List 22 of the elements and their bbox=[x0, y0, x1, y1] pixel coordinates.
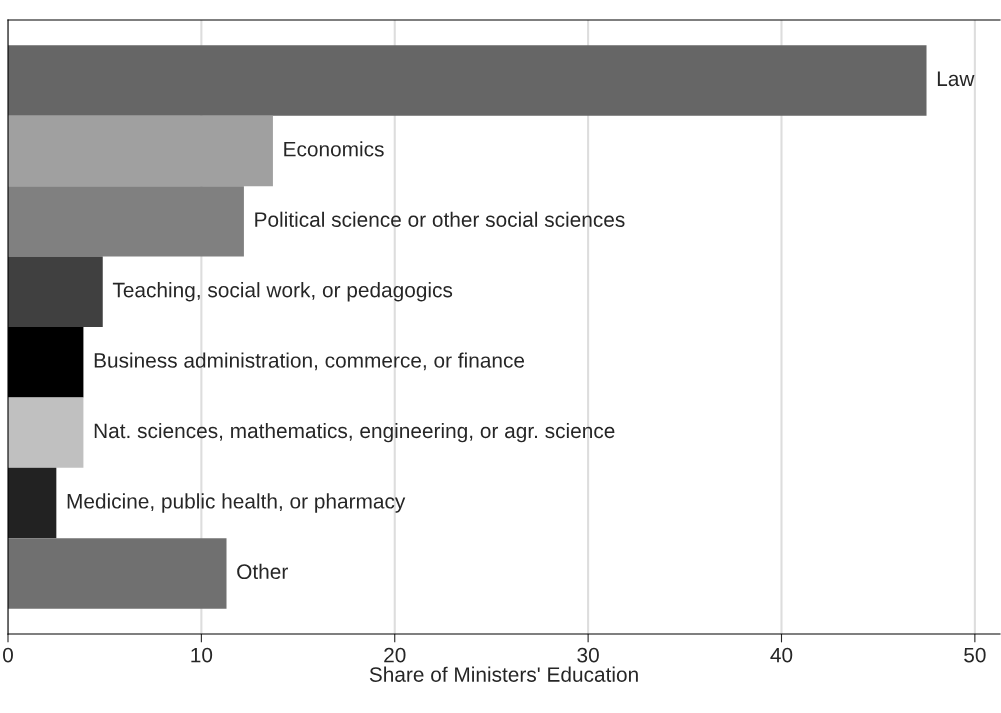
x-tick-label: 40 bbox=[770, 647, 793, 663]
y-tick-label: Business administration, commerce, or finance bbox=[94, 352, 525, 371]
bar bbox=[8, 45, 927, 116]
y-tick-label: Nat. sciences, mathematics, engineering, or agr. science bbox=[94, 422, 615, 443]
y-tick-label: Political science or other social sciences bbox=[255, 211, 625, 227]
x-tick-label: 50 bbox=[964, 647, 986, 663]
x-tick-label: 30 bbox=[577, 647, 599, 663]
x-axis-title: Share of Ministers' Education bbox=[369, 666, 638, 682]
x-tick-label: 20 bbox=[384, 647, 406, 663]
bar bbox=[8, 467, 57, 539]
bar bbox=[8, 538, 227, 609]
bar bbox=[8, 115, 273, 187]
y-tick-label: Economics bbox=[284, 141, 384, 157]
y-tick-label: Medicine, public health, or pharmacy bbox=[67, 493, 406, 513]
y-tick-label: Other bbox=[237, 563, 288, 580]
y-tick-label: Law bbox=[937, 71, 975, 87]
bar bbox=[8, 186, 244, 257]
x-tick-label: 0 bbox=[3, 647, 13, 663]
x-tick-label: 10 bbox=[191, 647, 213, 663]
y-tick-label: Teaching, social work, or pedagogics bbox=[112, 282, 453, 302]
bar bbox=[8, 397, 84, 468]
bar bbox=[8, 256, 103, 327]
